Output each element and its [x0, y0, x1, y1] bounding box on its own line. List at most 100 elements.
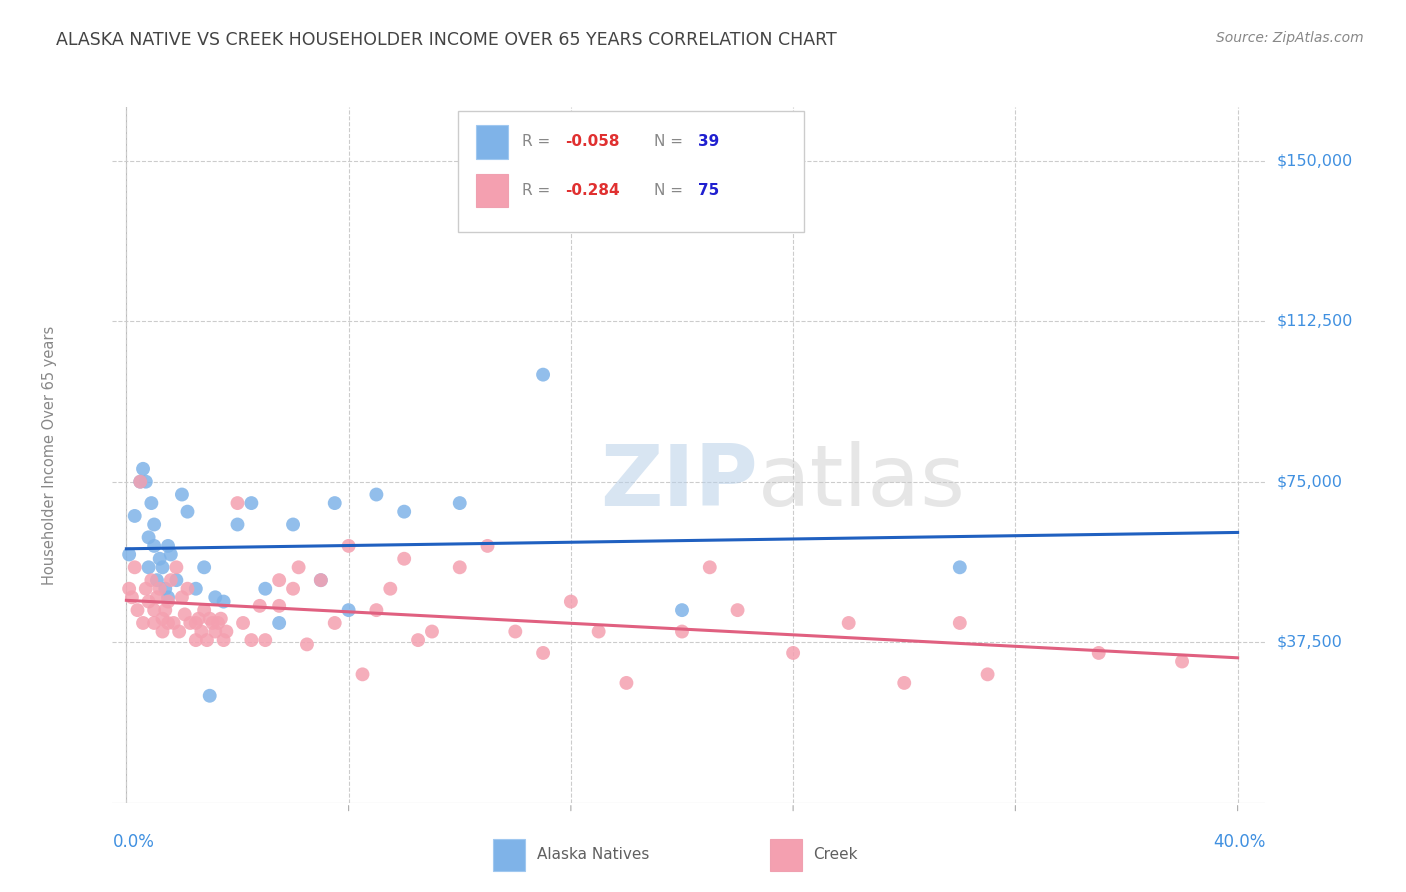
Point [209, 612, 232, 626]
Point [420, 624, 443, 639]
Point [240, 496, 263, 510]
Point [193, 560, 215, 574]
Text: R =: R = [522, 183, 555, 198]
Point [269, 599, 291, 613]
Point [165, 560, 187, 574]
Point [207, 615, 229, 630]
Point [141, 573, 163, 587]
Point [138, 560, 160, 574]
Point [179, 615, 201, 630]
Point [127, 603, 149, 617]
Point [159, 548, 181, 562]
Point [184, 615, 207, 630]
Point [560, 594, 582, 608]
Point [782, 646, 804, 660]
Bar [769, 839, 801, 871]
Point [173, 607, 195, 622]
Point [949, 615, 972, 630]
FancyBboxPatch shape [458, 111, 804, 232]
Point [152, 624, 174, 639]
Text: R =: R = [522, 135, 555, 149]
Point [281, 582, 304, 596]
Point [309, 573, 332, 587]
Point [184, 582, 207, 596]
Point [132, 462, 155, 476]
Point [143, 603, 166, 617]
Point [226, 496, 249, 510]
Point [352, 667, 374, 681]
Point [143, 615, 166, 630]
Point [193, 603, 215, 617]
Point [187, 612, 209, 626]
Point [143, 517, 166, 532]
Text: Alaska Natives: Alaska Natives [537, 847, 650, 863]
Point [281, 517, 304, 532]
Point [121, 591, 143, 605]
Text: N =: N = [654, 183, 688, 198]
Point [671, 603, 693, 617]
Point [129, 475, 152, 489]
Point [254, 633, 277, 648]
Point [1171, 655, 1194, 669]
Text: atlas: atlas [758, 442, 966, 524]
Point [149, 582, 172, 596]
Point [190, 624, 212, 639]
Point [323, 615, 346, 630]
Point [135, 582, 157, 596]
Point [157, 594, 180, 608]
Point [204, 591, 226, 605]
Point [162, 615, 184, 630]
Point [195, 633, 218, 648]
Point [309, 573, 332, 587]
Bar [475, 174, 508, 207]
Text: -0.284: -0.284 [565, 183, 620, 198]
Point [893, 676, 915, 690]
Point [269, 573, 291, 587]
Point [129, 475, 152, 489]
Point [157, 591, 180, 605]
Point [287, 560, 309, 574]
Point [204, 624, 226, 639]
Text: N =: N = [654, 135, 688, 149]
Point [671, 624, 693, 639]
Point [323, 496, 346, 510]
Text: $150,000: $150,000 [1277, 153, 1353, 168]
Point [295, 637, 318, 651]
Text: -0.058: -0.058 [565, 135, 620, 149]
Point [531, 646, 554, 660]
Point [240, 633, 263, 648]
Bar [494, 839, 526, 871]
Point [337, 603, 360, 617]
Point [449, 560, 471, 574]
Point [138, 594, 160, 608]
Text: 40.0%: 40.0% [1213, 833, 1265, 851]
Point [976, 667, 998, 681]
Text: $37,500: $37,500 [1277, 635, 1343, 649]
Point [138, 530, 160, 544]
Point [167, 624, 190, 639]
Point [157, 615, 180, 630]
Text: Creek: Creek [814, 847, 858, 863]
Bar [475, 125, 508, 159]
Point [838, 615, 860, 630]
Point [616, 676, 638, 690]
Point [337, 539, 360, 553]
Point [141, 496, 163, 510]
Point [152, 560, 174, 574]
Text: Source: ZipAtlas.com: Source: ZipAtlas.com [1216, 31, 1364, 45]
Point [1087, 646, 1109, 660]
Point [212, 594, 235, 608]
Point [176, 505, 198, 519]
Point [366, 603, 388, 617]
Point [505, 624, 527, 639]
Point [124, 508, 146, 523]
Point [165, 573, 187, 587]
Point [176, 582, 198, 596]
Point [146, 591, 169, 605]
Point [215, 624, 238, 639]
Point [152, 612, 174, 626]
Point [170, 591, 193, 605]
Text: 39: 39 [699, 135, 720, 149]
Point [392, 505, 415, 519]
Point [132, 615, 155, 630]
